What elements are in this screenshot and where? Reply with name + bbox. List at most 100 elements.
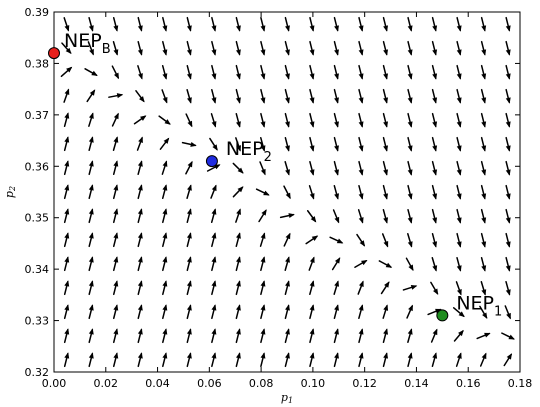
field-arrow — [382, 40, 389, 56]
field-arrow — [235, 112, 241, 128]
field-arrow — [210, 113, 217, 128]
field-arrow — [358, 352, 364, 368]
field-arrow — [88, 16, 94, 32]
field-arrow — [260, 256, 266, 272]
field-arrow — [309, 40, 315, 56]
field-arrow — [382, 184, 389, 200]
x-tick-label: 0.00 — [42, 377, 67, 390]
field-arrow — [137, 208, 143, 224]
field-arrow — [479, 305, 488, 319]
vector-field — [60, 16, 515, 368]
field-arrow — [88, 328, 94, 344]
y-tick-label: 0.39 — [25, 6, 50, 19]
x-tick-label: 0.18 — [508, 377, 533, 390]
field-arrow — [407, 88, 413, 104]
x-axis-label: p1 — [281, 391, 293, 405]
field-arrow — [88, 184, 94, 200]
field-arrow — [88, 232, 94, 248]
field-arrow — [235, 232, 241, 248]
field-arrow — [480, 160, 487, 176]
field-arrow — [358, 112, 364, 128]
field-arrow — [186, 40, 192, 56]
field-arrow — [378, 260, 393, 268]
field-arrow — [453, 329, 464, 342]
field-arrow — [407, 208, 413, 224]
equilibrium-label: NEP1 — [456, 292, 502, 319]
field-arrow — [63, 328, 70, 344]
field-arrow — [88, 280, 94, 296]
field-arrow — [431, 160, 438, 176]
y-axis: 0.32 0.33 0.34 0.35 0.36 0.37 0.38 0.39 — [25, 6, 520, 379]
field-arrow — [431, 208, 438, 224]
field-arrow — [137, 184, 143, 200]
equilibrium-label: NEPB — [64, 30, 111, 57]
field-arrow — [284, 88, 290, 104]
field-arrow — [112, 256, 119, 272]
equilibria: NEPB NEP2 NEP1 — [48, 30, 502, 322]
field-arrow — [88, 352, 94, 368]
field-arrow — [235, 256, 241, 272]
field-arrow — [259, 161, 266, 176]
field-arrow — [501, 332, 515, 340]
field-arrow — [503, 353, 513, 367]
field-arrow — [480, 281, 487, 296]
field-arrow — [480, 208, 487, 224]
field-arrow — [258, 209, 267, 223]
field-arrow — [407, 40, 413, 56]
field-arrow — [333, 64, 339, 80]
x-tick-label: 0.04 — [145, 377, 170, 390]
field-arrow — [162, 328, 168, 344]
field-arrow — [333, 160, 339, 176]
field-arrow — [162, 208, 168, 224]
field-arrow — [382, 352, 389, 368]
field-arrow — [209, 137, 218, 151]
field-arrow — [86, 89, 96, 103]
field-arrow — [186, 304, 192, 320]
y-tick-label: 0.36 — [25, 160, 50, 173]
field-arrow — [331, 257, 341, 271]
field-arrow — [407, 352, 413, 368]
field-arrow — [357, 280, 364, 295]
field-arrow — [382, 64, 389, 80]
x-tick-label: 0.16 — [456, 377, 481, 390]
field-arrow — [456, 112, 462, 128]
field-arrow — [232, 186, 244, 198]
field-arrow — [88, 112, 94, 127]
field-arrow — [309, 16, 315, 32]
field-arrow — [235, 352, 241, 368]
field-arrow — [235, 88, 241, 104]
field-arrow — [63, 232, 70, 248]
x-tick-label: 0.02 — [94, 377, 119, 390]
field-arrow — [455, 281, 462, 296]
field-arrow — [456, 136, 462, 152]
field-arrow — [431, 112, 438, 128]
field-arrow — [456, 16, 462, 32]
field-arrow — [186, 352, 192, 368]
field-arrow — [235, 137, 241, 152]
field-arrow — [186, 16, 192, 32]
field-arrow — [186, 280, 192, 296]
x-tick-label: 0.14 — [404, 377, 429, 390]
field-arrow — [158, 115, 171, 125]
field-arrow — [260, 112, 266, 128]
field-arrow — [333, 280, 340, 295]
field-arrow — [305, 235, 319, 245]
field-arrow — [309, 64, 315, 80]
field-arrow — [430, 281, 439, 295]
field-arrow — [260, 88, 266, 104]
field-arrow — [333, 136, 339, 152]
field-arrow — [431, 352, 438, 368]
field-arrow — [309, 280, 315, 296]
field-arrow — [407, 184, 413, 200]
field-arrow — [162, 352, 168, 368]
field-arrow — [407, 160, 413, 176]
field-arrow — [333, 352, 339, 368]
field-arrow — [259, 232, 266, 247]
field-arrow — [333, 88, 339, 104]
field-arrow — [186, 184, 192, 199]
field-arrow — [407, 136, 413, 152]
field-arrow — [480, 136, 487, 152]
field-arrow — [88, 208, 94, 224]
field-arrow — [137, 352, 143, 368]
